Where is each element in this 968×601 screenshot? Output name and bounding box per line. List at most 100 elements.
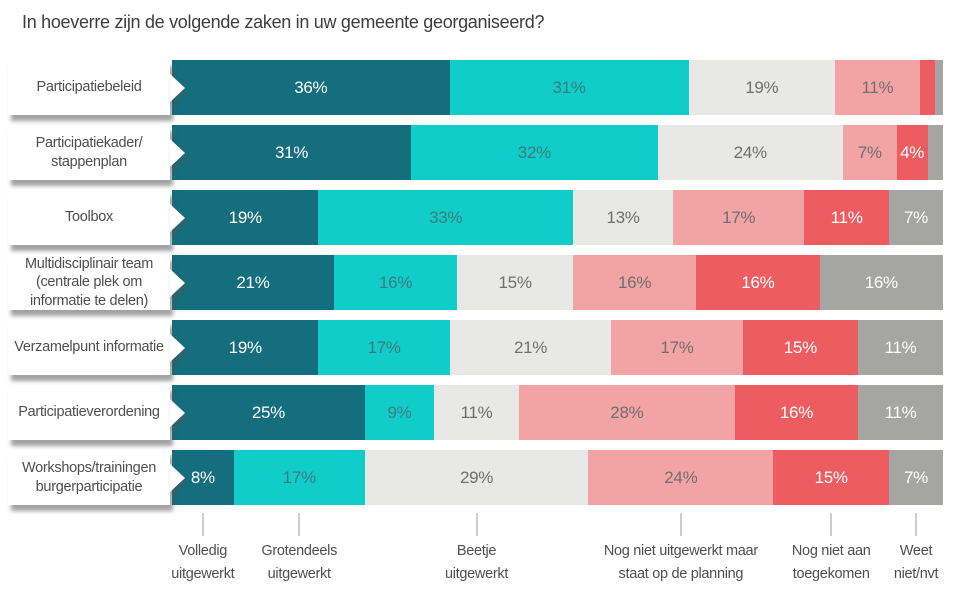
segment-value-label: 16% xyxy=(779,402,814,422)
bar-segment: 16% xyxy=(696,255,820,310)
legend-label: Nog niet uitgewerkt maar staat op de plan… xyxy=(604,540,758,586)
bar-segment: 15% xyxy=(773,450,889,505)
legend-label-line: uitgewerkt xyxy=(444,566,509,583)
bar-segment: 21% xyxy=(172,255,334,310)
bar-segment: 17% xyxy=(673,190,805,245)
legend-label: Grotendeels uitgewerkt xyxy=(261,540,337,586)
legend-tick xyxy=(202,513,204,536)
bar-segment: 15% xyxy=(457,255,573,310)
stacked-bar: 8% 17% 29% 24% 15% 7% xyxy=(172,450,943,505)
bar-row: Participatiekader/stappenplan 31% 32% 24% 7%… xyxy=(0,125,968,180)
segment-value-label: 28% xyxy=(610,402,644,422)
bar-row: Toolbox 19% 33% 13% 17% 11% 7% xyxy=(0,190,968,245)
bar-segment: 9% xyxy=(364,385,435,440)
segment-value-label: 17% xyxy=(367,337,401,357)
bar-segment: 25% xyxy=(172,385,365,440)
segment-value-label: 8% xyxy=(190,467,215,487)
bar-row: Participatiebeleid 36% 31% 19% 11% xyxy=(0,60,968,115)
bar-segment: 21% xyxy=(449,320,612,375)
chart-title: In hoeverre zijn de volgende zaken in uw… xyxy=(22,12,545,32)
segment-value-label: 24% xyxy=(664,467,698,487)
segment-value-label: 11% xyxy=(884,402,917,422)
row-label-arrow-icon xyxy=(170,268,185,297)
bar-segment xyxy=(927,125,943,180)
bar-segment: 24% xyxy=(588,450,774,505)
segment-value-label: 31% xyxy=(552,77,586,97)
row-label: Toolbox xyxy=(8,190,170,245)
legend-label-line: Nog niet aan xyxy=(791,543,871,559)
legend-label: Weet niet/nvt xyxy=(893,540,939,586)
segment-value-label: 36% xyxy=(294,77,328,97)
bar-segment: 36% xyxy=(172,60,450,115)
row-label: Participatiekader/stappenplan xyxy=(8,125,170,180)
legend-label-line: niet/nvt xyxy=(893,566,939,583)
segment-value-label: 21% xyxy=(236,272,270,292)
legend-tick xyxy=(680,513,682,536)
row-label-arrow-icon xyxy=(170,333,185,362)
stacked-bar: 31% 32% 24% 7% 4% xyxy=(172,125,943,180)
row-label-line: informatie te delen) xyxy=(29,292,149,309)
bar-segment: 7% xyxy=(842,125,897,180)
row-label-line: Workshops/trainingen xyxy=(22,460,156,477)
segment-value-label: 17% xyxy=(282,467,316,487)
stacked-bar: 25% 9% 11% 28% 16% 11% xyxy=(172,385,943,440)
segment-value-label: 19% xyxy=(745,77,779,97)
row-label: Participatieverordening xyxy=(8,385,170,440)
segment-value-label: 19% xyxy=(228,207,262,227)
legend-label: Nog niet aan toegekomen xyxy=(792,540,871,586)
legend-label-line: Grotendeels xyxy=(261,543,338,559)
row-label-line: Participatiekader/ xyxy=(35,135,143,152)
row-label-arrow-icon xyxy=(170,73,185,102)
legend: Volledig uitgewerkt Grotendeels uitgewerkt B… xyxy=(171,507,943,597)
bar-segment xyxy=(919,60,936,115)
segment-value-label: 29% xyxy=(459,467,494,487)
legend-label-line: Beetje xyxy=(456,543,497,559)
legend-label-line: Volledig xyxy=(178,543,228,559)
legend-label-line: uitgewerkt xyxy=(267,566,331,583)
bar-segment xyxy=(935,60,943,115)
bar-segment: 33% xyxy=(318,190,573,245)
segment-value-label: 11% xyxy=(884,337,917,357)
stacked-bar: 21% 16% 15% 16% 16% 16% xyxy=(172,255,943,310)
chart-rows: Participatiebeleid 36% 31% 19% 11% Participat… xyxy=(0,60,968,515)
segment-value-label: 15% xyxy=(498,272,532,292)
stacked-bar: 36% 31% 19% 11% xyxy=(172,60,943,115)
row-label-arrow-icon xyxy=(170,398,185,427)
bar-segment: 16% xyxy=(734,385,859,440)
bar-segment: 16% xyxy=(572,255,697,310)
segment-value-label: 16% xyxy=(379,272,413,292)
bar-segment: 7% xyxy=(888,190,943,245)
segment-value-label: 21% xyxy=(513,337,548,357)
bar-segment: 11% xyxy=(858,385,943,440)
segment-value-label: 16% xyxy=(618,272,652,292)
legend-label-line: staat op de planning xyxy=(618,566,744,583)
row-label: Participatiebeleid xyxy=(8,60,170,115)
row-label-line: burgerparticipatie xyxy=(35,478,143,495)
segment-value-label: 32% xyxy=(517,142,551,162)
bar-row: Verzamelpunt informatie 19% 17% 21% 17% 15% 11… xyxy=(0,320,968,375)
segment-value-label: 16% xyxy=(741,272,775,292)
segment-value-label: 17% xyxy=(660,337,694,357)
segment-value-label: 16% xyxy=(864,272,898,292)
segment-value-label: 11% xyxy=(460,402,493,422)
row-label-line: Toolbox xyxy=(65,209,113,226)
segment-value-label: 31% xyxy=(274,142,309,162)
legend-tick xyxy=(830,513,832,536)
legend-tick xyxy=(915,513,917,536)
bar-segment: 17% xyxy=(233,450,365,505)
bar-segment: 16% xyxy=(819,255,943,310)
legend-tick xyxy=(298,513,300,536)
row-label: Verzamelpunt informatie xyxy=(8,320,170,375)
legend-label: Beetje uitgewerkt xyxy=(445,540,508,586)
bar-segment: 17% xyxy=(318,320,450,375)
row-label-arrow-icon xyxy=(170,138,185,167)
bar-segment: 17% xyxy=(611,320,743,375)
bar-row: Participatieverordening 25% 9% 11% 28% 16% 11% xyxy=(0,385,968,440)
segment-value-label: 7% xyxy=(903,207,928,227)
bar-segment: 11% xyxy=(858,320,943,375)
legend-label-line: Nog niet uitgewerkt maar xyxy=(603,543,758,559)
bar-segment: 11% xyxy=(434,385,519,440)
segment-value-label: 13% xyxy=(606,207,640,227)
bar-segment: 19% xyxy=(172,320,319,375)
